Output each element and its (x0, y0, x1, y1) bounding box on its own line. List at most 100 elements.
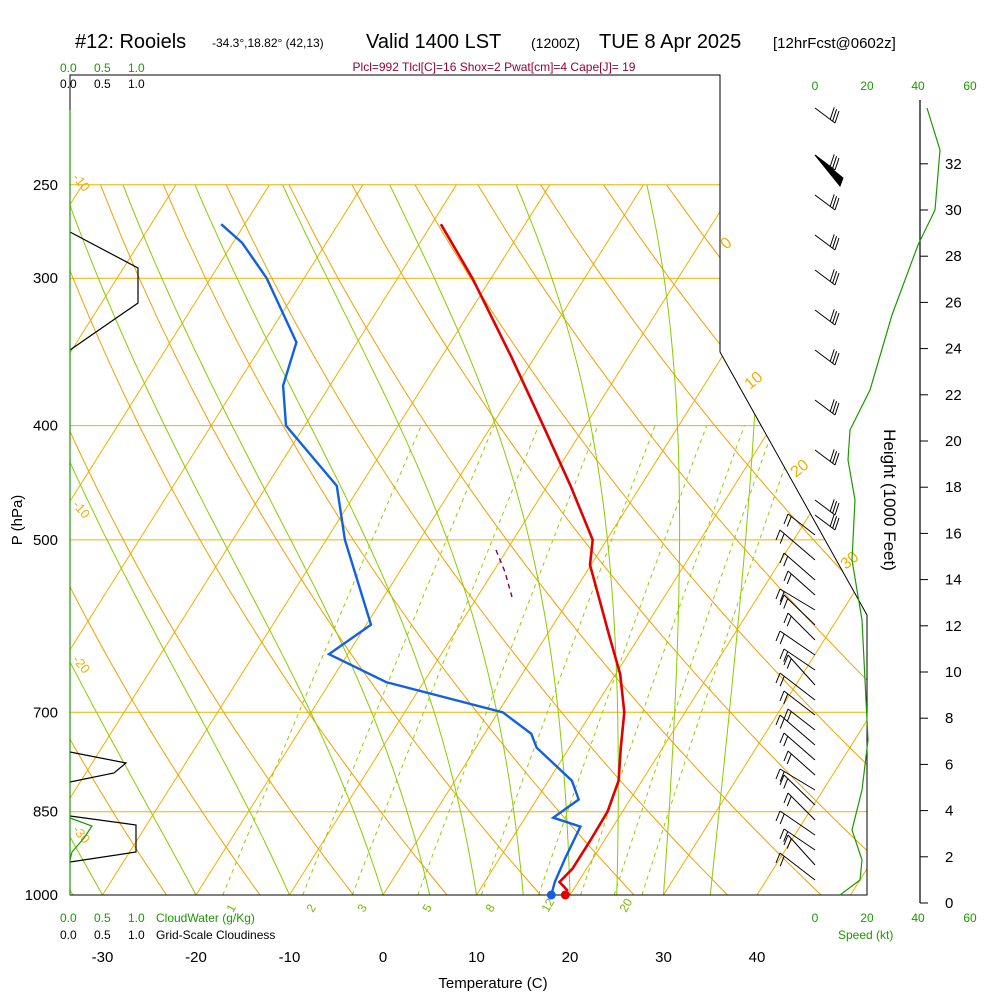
dry-adiabat (981, 185, 1000, 895)
wind-barb-feather (779, 594, 785, 606)
wind-barb-feather (783, 598, 789, 609)
mixing-ratio-label: 5 (419, 901, 435, 914)
temperature-tick-label: 20 (562, 949, 579, 966)
wind-barb-feather (834, 517, 840, 531)
wind-barb-staff (814, 234, 836, 251)
isotherm (289, 184, 738, 895)
cloudiness-profile (69, 231, 139, 863)
wind-barb-feather (779, 774, 785, 786)
wind-barb-feather (829, 269, 835, 282)
isotherm-label-left: -20 (70, 652, 94, 676)
moist-adiabat (70, 184, 197, 895)
height-tick-label: 6 (945, 756, 953, 773)
wind-barb-staff (814, 309, 836, 326)
isotherm-label-left: -10 (70, 497, 94, 521)
forecast-info: [12hrFcst@0602z] (773, 35, 896, 52)
wind-barb-feather (775, 529, 781, 541)
wind-barb-staff (787, 708, 816, 731)
mixing-ratio-line (641, 425, 800, 895)
height-tick-label: 28 (945, 248, 962, 265)
wind-barb-staff (779, 768, 816, 791)
surface-dewpoint-marker (546, 890, 556, 900)
wind-barb-staff (783, 828, 816, 851)
svg-text:1.0: 1.0 (128, 911, 145, 925)
x-axis-label: Temperature (C) (438, 975, 547, 992)
wind-barb-feather (775, 630, 781, 642)
wind-barb-feather (786, 616, 792, 627)
svg-text:0: 0 (812, 911, 819, 925)
height-tick-label: 18 (945, 479, 962, 496)
wind-barb-feather (783, 834, 789, 846)
thermodynamic-grid (70, 184, 1000, 895)
height-tick-label: 10 (945, 664, 962, 681)
pressure-tick-label: 1000 (25, 887, 58, 904)
wind-barb-feather (832, 271, 838, 284)
wind-barb-staff (814, 194, 836, 211)
dry-adiabat (288, 184, 822, 895)
wind-barb-feather (786, 658, 792, 669)
mixing-ratio-line (538, 425, 708, 895)
valid-time: Valid 1400 LST (366, 31, 501, 53)
wind-barb-feather (779, 813, 785, 825)
wind-barb-feather (829, 499, 835, 512)
height-tick-label: 2 (945, 849, 953, 866)
mixing-ratio-label: 20 (616, 896, 635, 915)
height-tick-label: 12 (945, 618, 962, 635)
dry-adiabat (70, 184, 448, 895)
wind-barb-staff (779, 810, 816, 836)
svg-text:60: 60 (963, 79, 977, 93)
temperature-tick-label: -10 (279, 949, 301, 966)
height-tick-label: 20 (945, 433, 962, 450)
pressure-tick-label: 300 (33, 270, 58, 287)
isotherm (569, 184, 867, 895)
wind-barb-feather (783, 651, 789, 662)
wind-barb-feather (829, 399, 835, 412)
wind-barb-staff (814, 514, 836, 531)
wind-barb-feather (783, 831, 789, 842)
wind-barb-feather (832, 311, 838, 324)
wind-barb-staff (787, 792, 816, 821)
wind-barb-feather (832, 236, 838, 249)
wind-barb-feather (783, 708, 789, 720)
wind-barb-staff (779, 852, 816, 881)
wind-barb-feather (779, 591, 785, 602)
wind-barb-staff (779, 672, 816, 701)
svg-text:1.0: 1.0 (128, 61, 145, 75)
wind-barb-feather (829, 154, 835, 167)
wind-barbs (775, 107, 844, 881)
wind-barb-feather (834, 110, 840, 124)
wind-barb-staff (814, 499, 836, 516)
wind-barb-staff (787, 570, 816, 596)
cloudiness-scale-bottom: 0.0 0.5 1.0 Grid-Scale Cloudiness (60, 928, 275, 942)
wind-barb-feather (786, 573, 792, 585)
wind-barb-feather (775, 810, 781, 822)
dry-adiabat (70, 184, 261, 895)
pressure-tick-label: 250 (33, 177, 58, 194)
svg-text:1.0: 1.0 (128, 77, 145, 91)
height-tick-label: 14 (945, 572, 962, 589)
surface-temperature-marker (560, 890, 570, 900)
isotherm (195, 184, 644, 895)
mixing-ratio-label: 2 (303, 901, 319, 914)
wind-barb-feather (834, 197, 840, 211)
height-tick-label: 32 (945, 156, 962, 173)
wind-barb-feather (783, 778, 789, 789)
wind-barb-feather (832, 156, 838, 169)
wind-barb-feather (775, 672, 781, 684)
temperature-ticks: -30 -20 -10 0 10 20 30 40 (92, 949, 766, 966)
station-coords: -34.3°,18.82° (42,13) (212, 36, 324, 50)
cloudwater-profile (69, 110, 93, 895)
wind-barb-staff (783, 648, 816, 671)
wind-barb-feather (786, 753, 792, 765)
wind-barb-staff (814, 399, 836, 416)
pressure-tick-label: 500 (33, 532, 58, 549)
dry-adiabat (162, 184, 635, 895)
wind-barb-feather (775, 588, 781, 600)
wind-barb-feather (783, 612, 789, 624)
wind-barb-feather (779, 690, 785, 702)
wind-barb-feather (832, 516, 838, 529)
wind-barb-feather (829, 349, 835, 362)
